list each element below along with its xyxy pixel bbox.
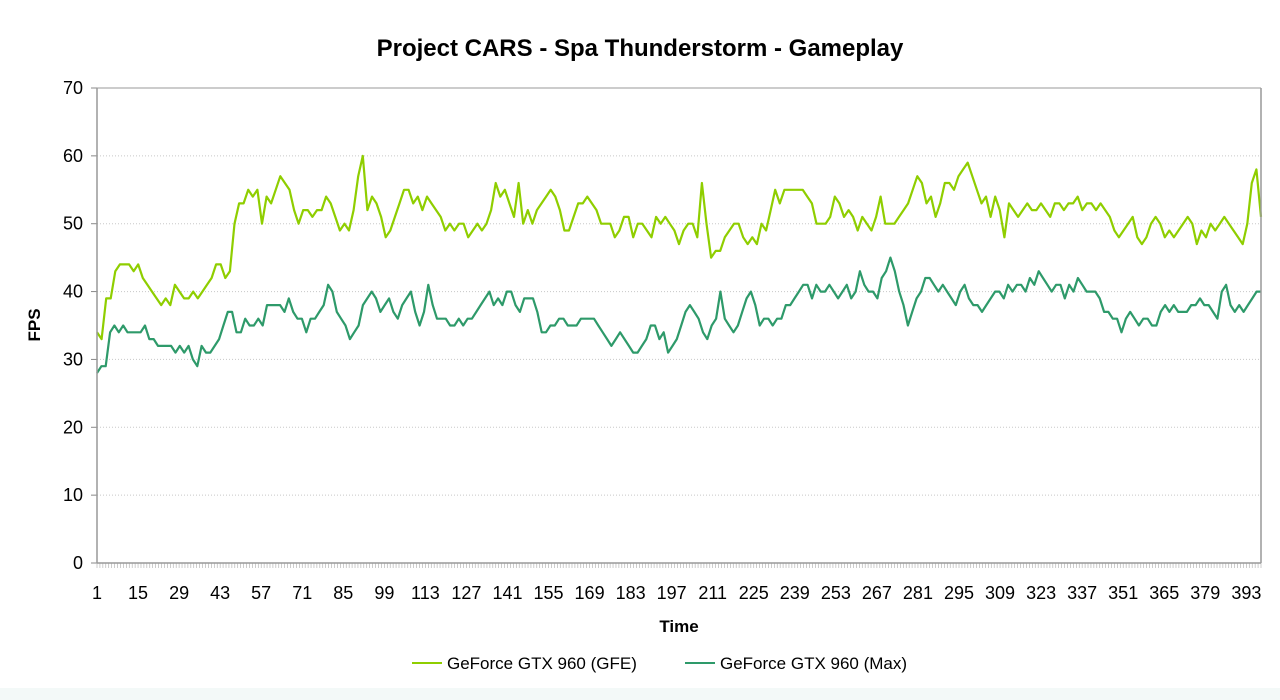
x-tick-label: 71	[292, 583, 312, 603]
x-tick-label: 197	[657, 583, 687, 603]
x-tick-label: 43	[210, 583, 230, 603]
x-tick-label: 365	[1149, 583, 1179, 603]
x-tick-label: 379	[1190, 583, 1220, 603]
y-tick-label: 0	[73, 553, 83, 573]
x-tick-label: 183	[616, 583, 646, 603]
y-tick-label: 20	[63, 417, 83, 437]
gridlines	[97, 155, 1261, 496]
legend-label-max: GeForce GTX 960 (Max)	[720, 654, 907, 673]
x-axis-ticks: 1 15 29 43 57 71 85 99 113 127 141 155 169 183 197 211 2…	[92, 563, 1261, 603]
y-tick-label: 60	[63, 146, 83, 166]
x-tick-label: 141	[492, 583, 522, 603]
legend: GeForce GTX 960 (GFE) GeForce GTX 960 (M…	[412, 654, 907, 673]
x-tick-label: 337	[1067, 583, 1097, 603]
series-line-gfe	[96, 154, 1263, 341]
bottom-strip	[0, 688, 1280, 700]
y-tick-label: 40	[63, 282, 83, 302]
x-tick-label: 225	[739, 583, 769, 603]
x-tick-label: 99	[374, 583, 394, 603]
x-tick-label: 309	[985, 583, 1015, 603]
legend-label-gfe: GeForce GTX 960 (GFE)	[447, 654, 637, 673]
axes	[96, 87, 1262, 564]
y-tick-label: 70	[63, 78, 83, 98]
x-tick-label: 85	[333, 583, 353, 603]
x-tick-label: 15	[128, 583, 148, 603]
x-tick-label: 127	[451, 583, 481, 603]
x-tick-label: 393	[1231, 583, 1261, 603]
x-tick-label: 239	[780, 583, 810, 603]
y-tick-label: 30	[63, 349, 83, 369]
x-tick-label: 281	[903, 583, 933, 603]
x-tick-label: 351	[1108, 583, 1138, 603]
x-tick-label: 1	[92, 583, 102, 603]
series-lines	[96, 154, 1263, 374]
chart-title: Project CARS - Spa Thunderstorm - Gamepl…	[377, 35, 904, 62]
series-line-max	[96, 256, 1261, 374]
x-axis-title: Time	[659, 617, 698, 636]
x-tick-label: 211	[698, 583, 727, 603]
x-tick-label: 295	[944, 583, 974, 603]
x-tick-label: 267	[862, 583, 892, 603]
x-tick-label: 323	[1026, 583, 1056, 603]
y-tick-label: 10	[63, 485, 83, 505]
y-axis-ticks: 0 10 20 30 40 50 60 70	[63, 78, 97, 573]
y-tick-label: 50	[63, 214, 83, 234]
x-tick-label: 155	[534, 583, 564, 603]
x-tick-label: 253	[821, 583, 851, 603]
x-tick-label: 57	[251, 583, 271, 603]
x-tick-label: 169	[575, 583, 605, 603]
y-axis-title: FPS	[25, 308, 44, 341]
x-tick-label: 29	[169, 583, 189, 603]
x-tick-label: 113	[411, 583, 440, 603]
